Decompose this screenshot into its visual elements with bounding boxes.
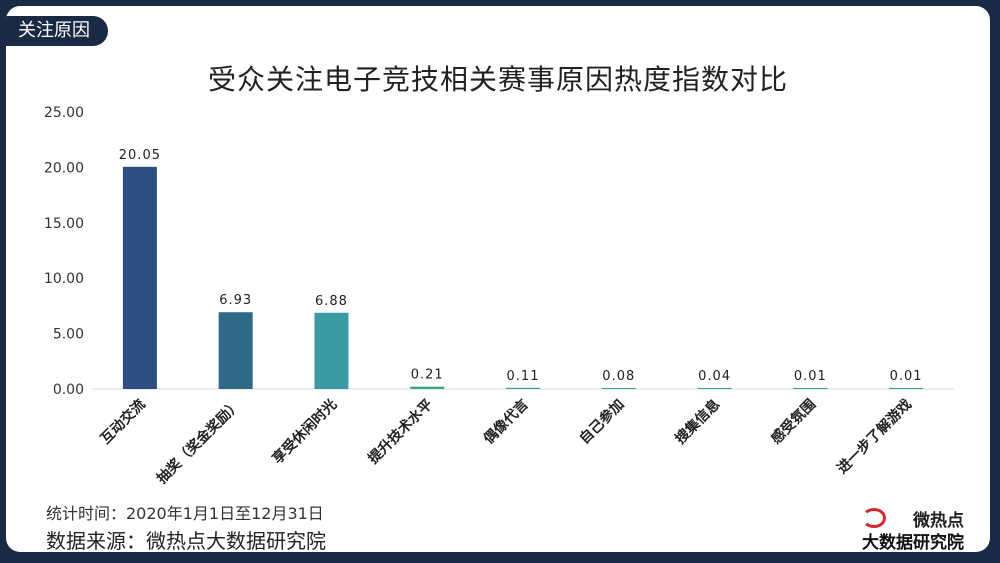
category-label-6: 自己参加 xyxy=(576,396,628,448)
y-tick-label: 5.00 xyxy=(53,327,84,343)
value-label-5: 0.11 xyxy=(507,369,540,384)
category-label-5: 偶像代言 xyxy=(480,396,532,448)
category-label-2: 抽奖（奖金奖励） xyxy=(153,396,244,486)
chart-title: 受众关注电子竞技相关赛事原因热度指数对比 xyxy=(207,63,788,96)
bar-6 xyxy=(601,388,636,389)
bar-7 xyxy=(697,388,732,389)
value-label-1: 20.05 xyxy=(119,148,161,163)
y-tick-label: 25.00 xyxy=(44,105,84,121)
bar-9 xyxy=(889,388,924,389)
logo-line-1: 微热点 xyxy=(913,511,964,531)
category-label-7: 搜集信息 xyxy=(672,396,724,448)
y-tick-label: 20.00 xyxy=(44,160,84,176)
category-label-4: 提升技术水平 xyxy=(365,396,436,467)
statistics-period: 统计时间：2020年1月1日至12月31日 xyxy=(46,504,324,523)
slide-frame: 关注原因 受众关注电子竞技相关赛事原因热度指数对比 0.00 5.00 10.00 1… xyxy=(6,6,990,552)
bar-1 xyxy=(122,166,157,389)
category-label-3: 享受休闲时光 xyxy=(269,396,340,467)
value-label-3: 6.88 xyxy=(315,294,348,309)
logo-line-2: 大数据研究院 xyxy=(862,533,964,552)
category-label-1: 互动交流 xyxy=(97,396,149,448)
value-label-4: 0.21 xyxy=(411,368,444,383)
bar-5 xyxy=(506,387,540,389)
data-source: 数据来源：微热点大数据研究院 xyxy=(46,529,326,552)
bar-2 xyxy=(218,312,253,389)
y-tick-label: 15.00 xyxy=(44,216,84,232)
brand-logo: 微热点 大数据研究院 xyxy=(844,506,964,552)
bar-4 xyxy=(410,386,445,389)
bar-3 xyxy=(314,312,349,389)
category-label-9: 进一步了解游戏 xyxy=(834,396,915,477)
value-label-2: 6.93 xyxy=(219,293,252,308)
section-tag: 关注原因 xyxy=(6,16,108,46)
eye-logo-icon xyxy=(862,508,886,528)
value-label-6: 0.08 xyxy=(602,369,635,384)
y-tick-label: 0.00 xyxy=(53,382,84,398)
value-label-8: 0.01 xyxy=(794,369,827,384)
value-label-7: 0.04 xyxy=(698,369,731,384)
category-label-8: 感受氛围 xyxy=(768,396,820,448)
y-tick-label: 10.00 xyxy=(44,271,84,287)
value-label-9: 0.01 xyxy=(890,369,923,384)
bar-8 xyxy=(793,388,828,389)
bar-chart: 0.00 5.00 10.00 15.00 20.00 25.00 20.05 互动交流 6.9… xyxy=(44,105,954,486)
